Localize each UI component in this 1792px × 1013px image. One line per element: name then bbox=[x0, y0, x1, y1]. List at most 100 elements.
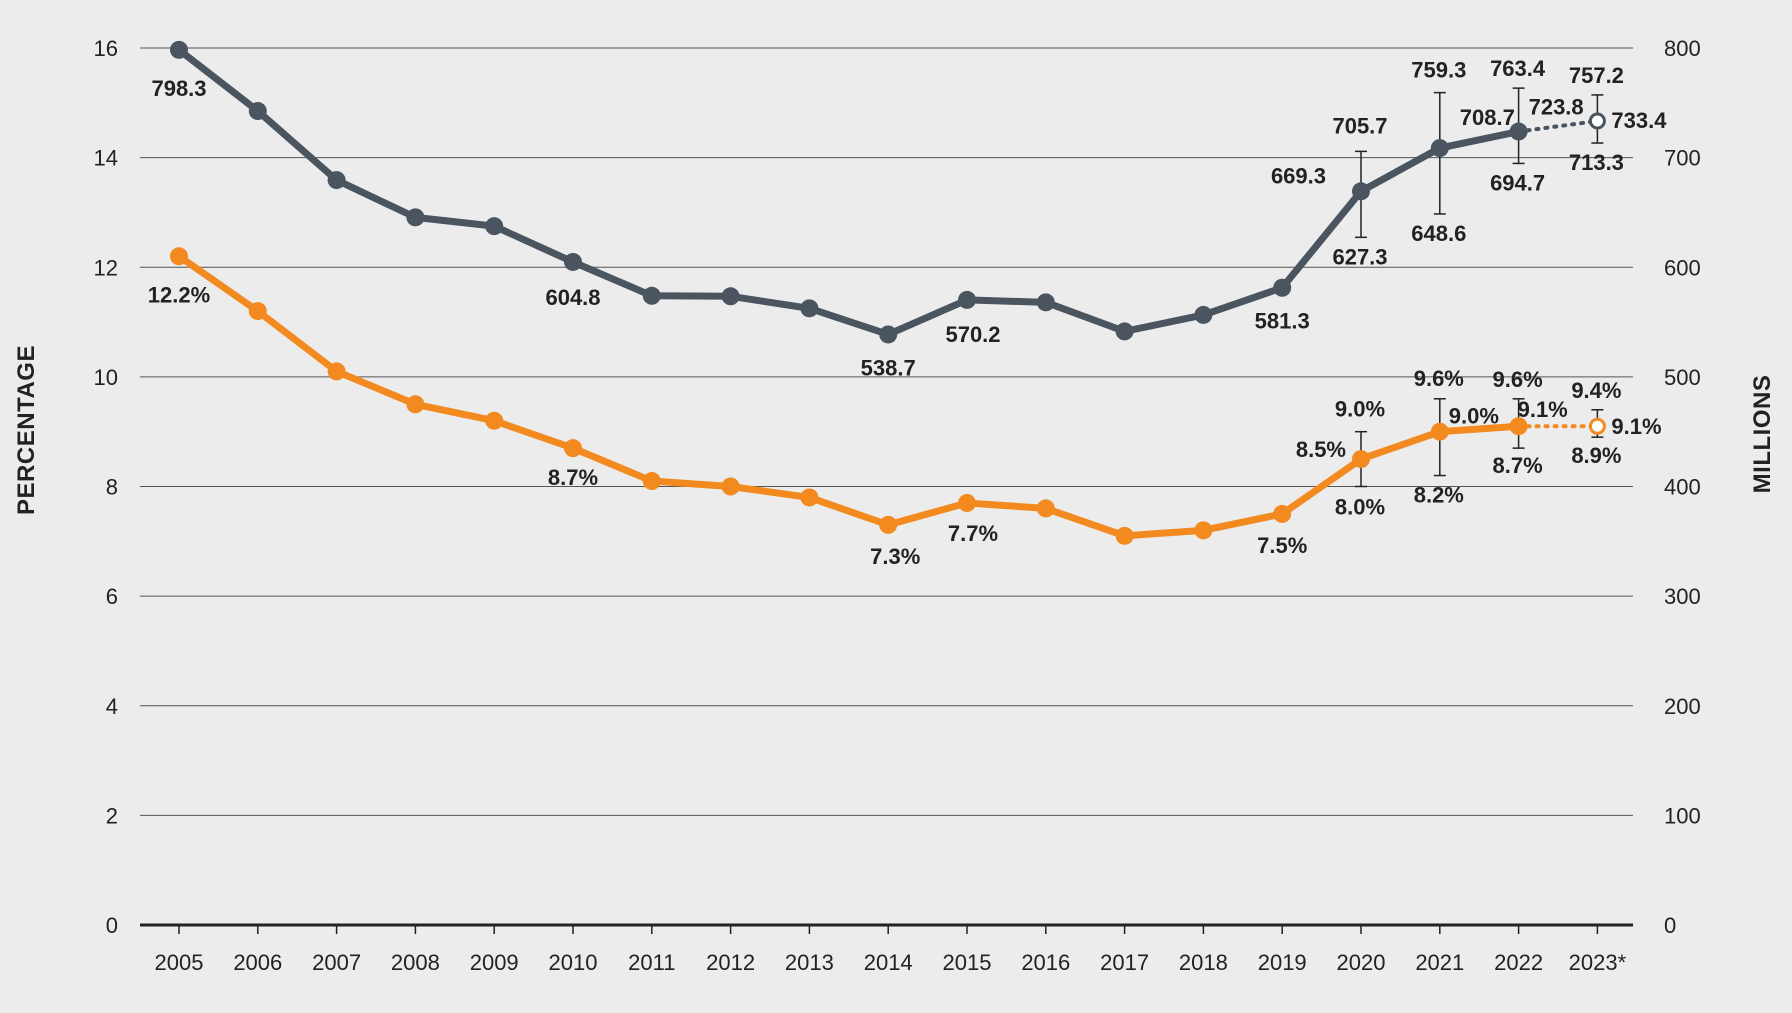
left-tick-label: 0 bbox=[106, 913, 118, 938]
data-point bbox=[1430, 139, 1449, 158]
data-label: 723.8 bbox=[1529, 95, 1584, 120]
data-label: 798.3 bbox=[151, 76, 206, 101]
right-tick-label: 0 bbox=[1664, 913, 1676, 938]
series-group: 9.0% 8.0% 9.6% 8.2% 9.6% 8.7% 9.4% 8.9% 12.2% 8.7… bbox=[148, 247, 1662, 569]
right-tick-label: 400 bbox=[1664, 475, 1701, 500]
data-point bbox=[1352, 450, 1370, 469]
left-tick-label: 10 bbox=[94, 365, 118, 390]
x-tick-label: 2008 bbox=[391, 950, 440, 975]
series-line bbox=[176, 47, 1520, 338]
x-tick-label: 2005 bbox=[155, 950, 204, 975]
data-label: 9.1% bbox=[1611, 414, 1661, 439]
x-tick-label: 2009 bbox=[470, 950, 519, 975]
error-bar-high-label: 759.3 bbox=[1411, 58, 1466, 83]
data-point bbox=[1273, 278, 1292, 297]
data-label: 8.5% bbox=[1296, 437, 1346, 462]
error-bar-low-label: 8.7% bbox=[1493, 453, 1543, 478]
right-axis-title: MILLIONS bbox=[1749, 375, 1776, 494]
data-point bbox=[642, 286, 661, 305]
data-point bbox=[1352, 182, 1370, 201]
error-bar-low-label: 8.9% bbox=[1571, 443, 1621, 468]
error-bar-high-label: 9.4% bbox=[1571, 378, 1621, 403]
error-bar-low-label: 648.6 bbox=[1411, 221, 1466, 246]
x-tick-label: 2012 bbox=[706, 950, 755, 975]
x-tick-label: 2017 bbox=[1100, 950, 1149, 975]
left-tick-label: 8 bbox=[106, 475, 118, 500]
data-point bbox=[721, 477, 740, 496]
data-point bbox=[879, 515, 898, 534]
right-tick-label: 500 bbox=[1664, 365, 1701, 390]
series-group: 705.7 627.3 759.3 648.6 763.4 694.7 757.2 713.3… bbox=[151, 40, 1667, 380]
right-tick-label: 200 bbox=[1664, 694, 1701, 719]
error-bar-low-label: 8.0% bbox=[1335, 495, 1385, 520]
x-tick-label: 2015 bbox=[943, 950, 992, 975]
data-label: 570.2 bbox=[945, 322, 1000, 347]
x-tick-label: 2020 bbox=[1337, 950, 1386, 975]
left-tick-label: 4 bbox=[106, 694, 118, 719]
data-point bbox=[1509, 417, 1528, 436]
left-tick-label: 16 bbox=[94, 36, 118, 61]
data-point bbox=[564, 439, 582, 458]
error-bar-low-label: 8.2% bbox=[1414, 483, 1464, 508]
left-axis-ticks: 0 2 4 6 8 10 12 14 16 bbox=[94, 36, 118, 938]
data-label: 538.7 bbox=[861, 355, 916, 380]
data-label: 7.3% bbox=[870, 544, 920, 569]
data-point bbox=[406, 395, 425, 414]
x-tick-label: 2016 bbox=[1021, 950, 1070, 975]
right-tick-label: 300 bbox=[1664, 584, 1701, 609]
series-projection-line bbox=[1516, 119, 1600, 134]
data-point bbox=[1509, 122, 1528, 141]
right-tick-label: 100 bbox=[1664, 803, 1701, 828]
data-point bbox=[721, 287, 740, 306]
x-tick-label: 2021 bbox=[1415, 950, 1464, 975]
left-tick-label: 6 bbox=[106, 584, 118, 609]
x-tick-label: 2013 bbox=[785, 950, 834, 975]
data-point bbox=[248, 302, 267, 321]
data-point bbox=[248, 102, 267, 121]
error-bar-high-label: 763.4 bbox=[1490, 56, 1546, 81]
data-point bbox=[642, 472, 661, 491]
right-axis-ticks: 0 100 200 300 400 500 600 700 800 bbox=[1664, 36, 1701, 938]
data-label: 669.3 bbox=[1271, 163, 1326, 188]
right-tick-label: 800 bbox=[1664, 36, 1701, 61]
error-bar-low-label: 694.7 bbox=[1490, 170, 1545, 195]
data-label: 9.0% bbox=[1449, 404, 1499, 429]
error-bar-high-label: 9.6% bbox=[1493, 367, 1543, 392]
data-point bbox=[327, 362, 346, 381]
data-point bbox=[485, 411, 504, 430]
series-layer: 705.7 627.3 759.3 648.6 763.4 694.7 757.2 713.3… bbox=[148, 40, 1667, 569]
data-point bbox=[1194, 305, 1213, 324]
x-tick-label: 2018 bbox=[1179, 950, 1228, 975]
error-bar-low-label: 713.3 bbox=[1569, 150, 1624, 175]
data-point bbox=[1273, 504, 1292, 523]
data-point bbox=[1115, 322, 1134, 341]
data-label: 708.7 bbox=[1460, 105, 1515, 130]
left-tick-label: 14 bbox=[94, 146, 118, 171]
data-point bbox=[800, 488, 819, 507]
x-axis-ticks: 2005 2006 2007 2008 2009 2010 2011 2012 2013 2014… bbox=[155, 925, 1627, 975]
data-point bbox=[958, 290, 976, 309]
data-point bbox=[170, 247, 188, 266]
left-tick-label: 12 bbox=[94, 255, 118, 280]
data-point bbox=[1194, 521, 1213, 540]
data-label: 8.7% bbox=[548, 465, 598, 490]
data-point bbox=[1036, 293, 1055, 312]
error-bar-high-label: 9.6% bbox=[1414, 366, 1464, 391]
data-point bbox=[170, 40, 188, 59]
x-tick-label: 2019 bbox=[1258, 950, 1307, 975]
x-tick-label: 2022 bbox=[1494, 950, 1543, 975]
left-axis-title: PERCENTAGE bbox=[13, 345, 40, 515]
series-line bbox=[177, 253, 1519, 540]
left-tick-label: 2 bbox=[106, 803, 118, 828]
data-point bbox=[879, 325, 898, 344]
data-label: 733.4 bbox=[1611, 108, 1667, 133]
projected-data-point bbox=[1588, 417, 1606, 435]
projected-data-point bbox=[1588, 112, 1606, 130]
x-tick-label: 2006 bbox=[233, 950, 282, 975]
data-point bbox=[800, 299, 819, 318]
data-point bbox=[406, 208, 425, 227]
data-point bbox=[327, 171, 346, 190]
error-bar-high-label: 705.7 bbox=[1332, 113, 1387, 138]
